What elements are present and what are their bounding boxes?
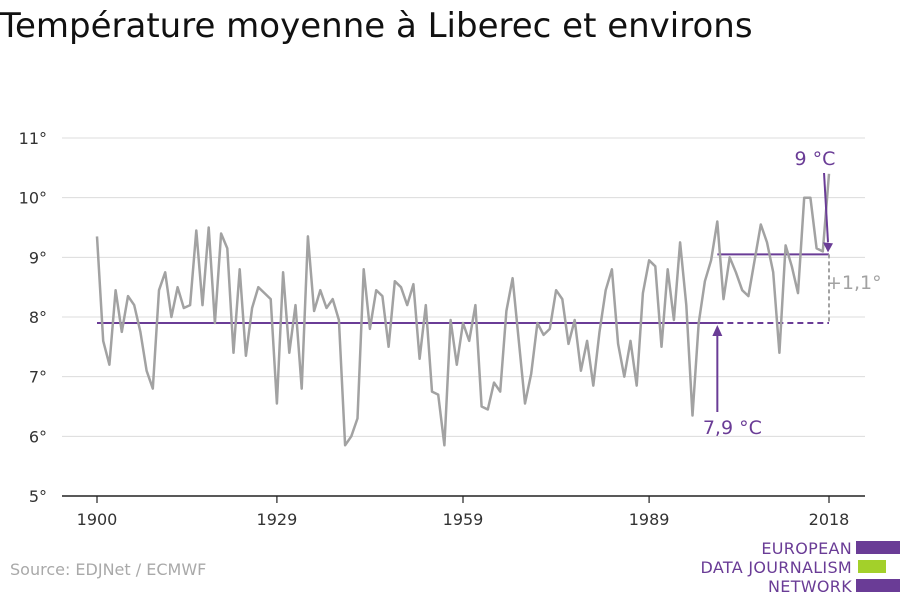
chart-title: Température moyenne à Liberec et environ… (0, 6, 753, 46)
y-tick-label-9: 9° (29, 248, 47, 267)
reference-lines (97, 253, 830, 324)
logo-line-3: NETWORK (768, 577, 852, 596)
annotations: 7,9 °C 9 °C +1,1° (703, 148, 882, 439)
y-tick-label-6: 6° (29, 427, 47, 446)
y-tick-label-11: 11° (19, 129, 47, 148)
x-tick-label-2018: 2018 (809, 510, 850, 529)
x-tick-label-1900: 1900 (77, 510, 118, 529)
logo-line-2: DATA JOURNALISM (700, 558, 852, 577)
x-tick-label-1959: 1959 (443, 510, 484, 529)
y-tick-label-5: 5° (29, 487, 47, 506)
logo-bar-green (858, 560, 886, 573)
recent-arrow-head (823, 242, 833, 253)
baseline-arrow-head (712, 324, 723, 336)
logo-bar-purple-top (856, 541, 900, 554)
source-note: Source: EDJNet / ECMWF (10, 560, 207, 579)
x-tick-label-1929: 1929 (257, 510, 298, 529)
y-tick-label-7: 7° (29, 368, 47, 387)
logo-bar-purple-bottom (856, 579, 900, 592)
baseline-label: 7,9 °C (703, 417, 762, 439)
x-tick-label-1989: 1989 (629, 510, 670, 529)
series-group (95, 173, 831, 447)
y-tick-label-8: 8° (29, 308, 47, 327)
difference-label: +1,1° (826, 272, 882, 294)
recent-arrow-shaft (823, 172, 829, 243)
recent-label: 9 °C (795, 148, 836, 170)
y-axis-ticks: 5° 6° 7° 8° 9° 10° 11° (19, 129, 47, 506)
y-tick-label-10: 10° (19, 189, 47, 208)
logo-line-1: EUROPEAN (761, 539, 852, 558)
edjnet-logo: EUROPEAN DATA JOURNALISM NETWORK (700, 540, 900, 596)
temperature-series-line (95, 173, 831, 447)
grid-lines (62, 137, 865, 437)
x-axis: 1900 1929 1959 1989 2018 (62, 495, 865, 529)
